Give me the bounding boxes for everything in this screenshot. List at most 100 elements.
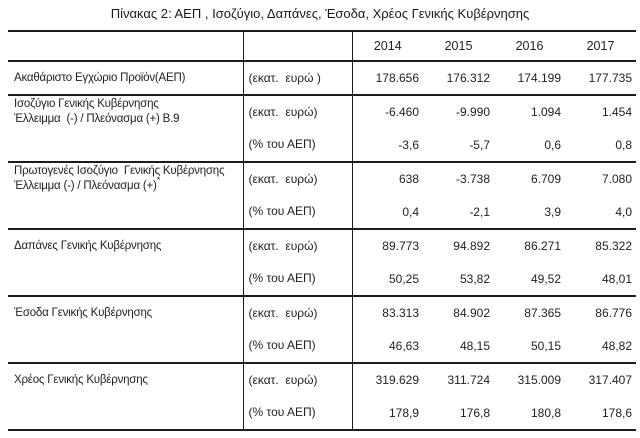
value-cell: 177.735: [565, 60, 636, 95]
value: 48,15: [459, 338, 490, 353]
unit-cell: (εκατ. ευρώ) (% του ΑΕΠ): [243, 228, 353, 296]
unit-label: (% του ΑΕΠ): [248, 338, 316, 353]
unit-label: (εκατ. ευρώ): [248, 238, 318, 253]
value: 4,0: [615, 204, 632, 219]
value: 7.080: [601, 172, 632, 187]
value: -9.990: [455, 105, 490, 120]
value-cell: 94.892 53,82: [423, 228, 494, 296]
value: 178,6: [601, 405, 632, 420]
value: 0,8: [615, 137, 632, 152]
row-label-cell: Έσοδα Γενικής Κυβέρνησης: [8, 295, 244, 363]
value: 94.892: [453, 239, 490, 254]
unit-label: (% του ΑΕΠ): [248, 204, 316, 219]
row-label-cell: Δαπάνες Γενικής Κυβέρνησης: [8, 228, 244, 296]
unit-label: (% του ΑΕΠ): [248, 405, 316, 420]
table-row-primary-balance: Πρωτογενές Ισοζύγιο Γενικής Κυβέρνησης Έ…: [8, 161, 636, 229]
table-row-gdp: Ακαθάριστο Εγχώριο Προϊόν(ΑΕΠ) (εκατ. ευ…: [8, 60, 636, 95]
unit-label: (% του ΑΕΠ): [248, 137, 316, 152]
value-cell: -3.738 -2,1: [423, 161, 494, 229]
year-label: 2014: [373, 39, 402, 53]
unit-label: (εκατ. ευρώ): [248, 305, 318, 320]
row-label-cell: Πρωτογενές Ισοζύγιο Γενικής Κυβέρνησης Έ…: [8, 161, 244, 229]
value: 49,52: [530, 271, 561, 286]
value: 85.322: [595, 239, 632, 254]
value: 1.094: [530, 105, 561, 120]
value: -2,1: [469, 204, 490, 219]
table-row-balance: Ισοζύγιο Γενικής Κυβέρνησης Έλλειμμα (-)…: [8, 94, 636, 162]
table-title: Πίνακας 2: ΑΕΠ , Ισοζύγιο, Δαπάνες, Έσοδ…: [110, 6, 530, 21]
row-label-cell: Ισοζύγιο Γενικής Κυβέρνησης Έλλειμμα (-)…: [8, 94, 244, 162]
value: 46,63: [388, 338, 419, 353]
value-cell: 87.365 50,15: [494, 295, 565, 363]
value: 176.312: [446, 71, 490, 85]
value-cell: 83.313 46,63: [352, 295, 423, 363]
row-label: Ακαθάριστο Εγχώριο Προϊόν(ΑΕΠ): [14, 71, 186, 84]
value: -6.460: [384, 105, 419, 120]
value: 87.365: [524, 306, 561, 321]
table-row-debt: Χρέος Γενικής Κυβέρνησης (εκατ. ευρώ) (%…: [8, 362, 636, 430]
value: 86.776: [595, 306, 632, 321]
unit-label: (εκατ. ευρώ ): [248, 70, 321, 85]
year-label: 2016: [515, 39, 544, 53]
value: 48,01: [601, 271, 632, 286]
row-label: Πρωτογενές Ισοζύγιο Γενικής Κυβέρνησης Έ…: [14, 165, 225, 193]
value: 83.313: [382, 306, 419, 321]
value-cell: 89.773 50,25: [352, 228, 423, 296]
value-cell: 174.199: [494, 60, 565, 95]
value-cell: 7.080 4,0: [565, 161, 636, 229]
row-label: Δαπάνες Γενικής Κυβέρνησης: [14, 239, 162, 252]
year-header: 2015: [423, 30, 494, 61]
unit-label: (εκατ. ευρώ): [248, 372, 318, 387]
value-cell: -6.460 -3,6: [352, 94, 423, 162]
value-cell: 317.407 178,6: [565, 362, 636, 430]
value: 174.199: [517, 71, 561, 85]
value: 0,4: [402, 204, 419, 219]
value: 89.773: [382, 239, 419, 254]
unit-cell: (εκατ. ευρώ ): [243, 60, 353, 95]
value-cell: 86.271 49,52: [494, 228, 565, 296]
row-label: Ισοζύγιο Γενικής Κυβέρνησης Έλλειμμα (-)…: [14, 98, 180, 126]
header-label-cell: [8, 30, 244, 61]
row-label-cell: Χρέος Γενικής Κυβέρνησης: [8, 362, 244, 430]
value-cell: 178.656: [352, 60, 423, 95]
value: 319.629: [375, 373, 419, 388]
value: -3.738: [455, 172, 490, 187]
unit-cell: (εκατ. ευρώ) (% του ΑΕΠ): [243, 94, 353, 162]
unit-cell: (εκατ. ευρώ) (% του ΑΕΠ): [243, 161, 353, 229]
value: 1.454: [601, 105, 632, 120]
value: 311.724: [447, 373, 491, 388]
value-cell: 6.709 3,9: [494, 161, 565, 229]
value: 53,82: [459, 271, 490, 286]
value-cell: 311.724 176,8: [423, 362, 494, 430]
value: 180,8: [530, 405, 561, 420]
header-unit-cell: [243, 30, 353, 61]
value: 50,25: [388, 271, 419, 286]
value-cell: 1.454 0,8: [565, 94, 636, 162]
value-cell: 315.009 180,8: [494, 362, 565, 430]
value: 86.271: [524, 239, 561, 254]
table-row-revenue: Έσοδα Γενικής Κυβέρνησης (εκατ. ευρώ) (%…: [8, 295, 636, 363]
value: 0,6: [544, 137, 561, 152]
year-label: 2015: [444, 39, 473, 53]
row-label: Έσοδα Γενικής Κυβέρνησης: [14, 306, 153, 319]
table-row-expenditure: Δαπάνες Γενικής Κυβέρνησης (εκατ. ευρώ) …: [8, 228, 636, 296]
year-header: 2016: [494, 30, 565, 61]
value-cell: 85.322 48,01: [565, 228, 636, 296]
value: 177.735: [588, 71, 632, 85]
value-cell: 176.312: [423, 60, 494, 95]
year-header: 2014: [352, 30, 423, 61]
value-cell: 86.776 48,82: [565, 295, 636, 363]
unit-label: (% του ΑΕΠ): [248, 271, 316, 286]
unit-cell: (εκατ. ευρώ) (% του ΑΕΠ): [243, 295, 353, 363]
value: 48,82: [601, 338, 632, 353]
value-cell: 84.902 48,15: [423, 295, 494, 363]
value: 178,9: [388, 405, 419, 420]
value: 315.009: [517, 373, 561, 388]
footnote-asterisk: *: [156, 175, 161, 186]
header-row: 2014 2015 2016 2017: [8, 30, 636, 61]
row-label-cell: Ακαθάριστο Εγχώριο Προϊόν(ΑΕΠ): [8, 60, 244, 95]
row-label: Χρέος Γενικής Κυβέρνησης: [14, 373, 148, 386]
value: 6.709: [530, 172, 561, 187]
value: -5,7: [469, 137, 490, 152]
